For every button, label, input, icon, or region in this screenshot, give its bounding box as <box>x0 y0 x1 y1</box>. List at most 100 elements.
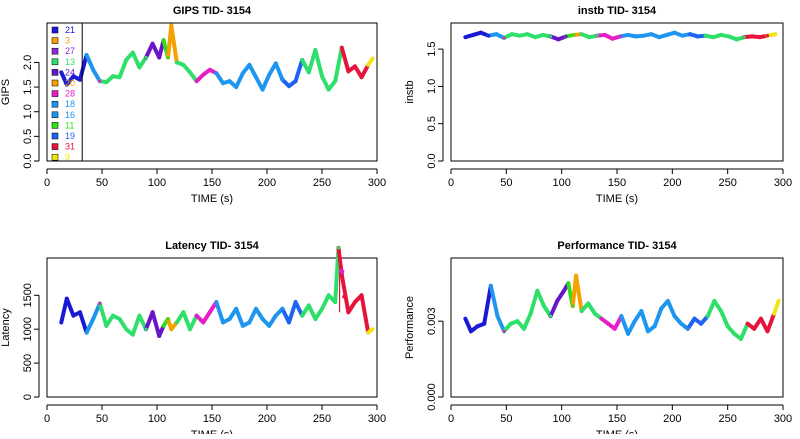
data-point <box>131 50 135 55</box>
series-line-segment <box>64 296 76 318</box>
data-point <box>672 314 677 318</box>
series-line-segment <box>234 306 245 328</box>
data-point <box>59 320 63 325</box>
data-point <box>371 56 375 61</box>
data-point <box>71 74 75 78</box>
data-point <box>131 333 135 337</box>
spike-point <box>342 294 346 299</box>
legend-swatch <box>51 100 59 108</box>
data-point <box>320 74 324 78</box>
series-line-segment <box>97 301 109 328</box>
data-point <box>587 35 591 39</box>
x-tick-label: 150 <box>203 177 221 189</box>
series-line-segment <box>705 298 717 319</box>
x-tick-label: 150 <box>608 413 626 425</box>
data-point <box>214 71 218 75</box>
data-point <box>360 293 364 297</box>
data-point <box>599 317 604 321</box>
data-point <box>353 300 357 304</box>
data-point <box>157 55 161 60</box>
data-point <box>657 35 661 39</box>
data-point <box>254 307 258 311</box>
data-point <box>566 281 570 285</box>
data-point <box>181 63 185 67</box>
data-point <box>91 317 95 321</box>
x-tick-label: 50 <box>500 177 512 189</box>
legend-label: 24 <box>65 67 75 77</box>
data-point <box>719 33 723 37</box>
legend-label: 11 <box>65 120 74 130</box>
data-point <box>509 322 513 326</box>
series-line-segment <box>78 310 89 335</box>
data-point <box>564 34 568 39</box>
series-line-segment <box>247 62 258 80</box>
x-tick-label: 250 <box>313 177 331 189</box>
legend-swatch <box>51 47 59 55</box>
series-line-segment <box>574 273 584 314</box>
data-point <box>522 327 526 331</box>
series-line-segment <box>765 311 777 334</box>
legend-label: 20 <box>65 78 75 88</box>
x-tick-label: 200 <box>663 177 681 189</box>
y-axis-label: GIPS <box>0 79 12 105</box>
data-point <box>241 71 245 75</box>
plot-frame <box>46 257 378 398</box>
data-point <box>346 310 350 314</box>
series-line-segment <box>313 306 324 322</box>
data-point <box>475 324 480 328</box>
series-line-segment <box>117 317 129 332</box>
data-point <box>646 329 650 333</box>
data-point <box>525 32 529 36</box>
data-point <box>726 324 730 328</box>
data-point <box>776 299 781 303</box>
series-line-segment <box>306 303 318 322</box>
series-line-segment <box>130 313 142 337</box>
legend-label: 31 <box>65 142 75 152</box>
data-point <box>144 55 148 60</box>
plot-frame <box>450 257 784 398</box>
series-line-segment <box>652 306 664 329</box>
data-point <box>234 307 238 311</box>
data-point <box>626 33 630 37</box>
legend-swatch <box>51 143 59 150</box>
data-point <box>208 68 212 72</box>
data-point <box>85 330 89 335</box>
legend-swatch <box>51 37 59 44</box>
data-point <box>247 320 251 325</box>
data-point <box>574 274 578 278</box>
series-line-segment <box>482 283 493 326</box>
y-axis-label: Latency <box>0 308 12 347</box>
data-point <box>665 33 669 37</box>
data-point <box>549 314 553 318</box>
x-tick-label: 150 <box>203 413 221 425</box>
legend-label: 3 <box>65 36 70 46</box>
legend-label: 19 <box>65 131 75 141</box>
data-point <box>320 307 324 311</box>
data-point <box>610 37 615 41</box>
data-point <box>274 314 278 318</box>
y-tick-label: 1.5 <box>426 41 438 56</box>
data-point <box>360 75 364 79</box>
data-point <box>124 327 128 331</box>
data-point <box>313 317 317 321</box>
legend-label: 13 <box>65 57 75 67</box>
series-line-segment <box>339 272 351 315</box>
data-point <box>294 300 298 304</box>
data-point <box>118 75 122 79</box>
x-tick-label: 100 <box>148 413 166 425</box>
data-point <box>162 324 166 328</box>
data-point <box>572 33 576 37</box>
x-tick-label: 50 <box>96 413 108 425</box>
data-point <box>752 327 756 331</box>
data-point <box>595 34 599 38</box>
data-point <box>479 31 483 35</box>
data-point <box>336 246 341 250</box>
data-point <box>98 301 102 306</box>
y-tick-label: 2.0 <box>22 55 34 70</box>
data-point <box>739 337 743 341</box>
data-point <box>287 84 291 88</box>
series-line-segment <box>555 288 566 303</box>
data-point <box>719 309 723 313</box>
y-tick-label: 0.0 <box>426 153 438 168</box>
